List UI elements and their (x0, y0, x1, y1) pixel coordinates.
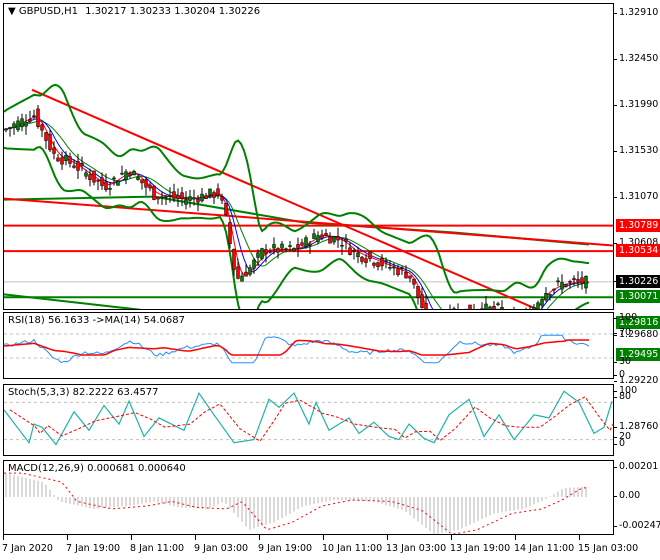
stoch-title: Stoch(5,3,3) 82.2222 63.4577 (8, 387, 159, 398)
rsi-scale-tick: 100 (614, 312, 637, 323)
price-scale[interactable]: 1.32910 1.32450 1.31990 1.31530 1.31070 1.306… (614, 3, 660, 432)
price-plot (4, 83, 613, 309)
price-tick: 1.31990 (614, 99, 658, 110)
price-tick: 1.29220 (614, 375, 658, 386)
rsi-scale-tick: 70 (614, 327, 631, 338)
macd-scale: 0.00201 0.00 -0.002471 (614, 460, 660, 535)
macd-plot (4, 472, 590, 534)
time-tick (259, 535, 260, 540)
rsi-scale: 100 70 30 0 (614, 312, 660, 380)
time-tick (579, 535, 580, 540)
price-tick: 1.32450 (614, 53, 658, 64)
time-label: 13 Jan 03:00 (386, 543, 447, 554)
price-tick: 1.29680 (614, 329, 658, 340)
time-tick (451, 535, 452, 540)
stoch-scale-tick: 20 (614, 431, 631, 442)
price-tag: 1.30226 (616, 274, 660, 288)
time-tick (67, 535, 68, 540)
time-tick (387, 535, 388, 540)
price-tag: 1.29816 (616, 315, 660, 329)
price-tag: 1.30071 (616, 290, 660, 304)
time-tick (3, 535, 4, 540)
macd-scale-tick: -0.002471 (614, 520, 660, 531)
price-tick: 1.31070 (614, 191, 658, 202)
time-label: 15 Jan 03:00 (578, 543, 639, 554)
price-tag: 1.30789 (616, 218, 660, 232)
ohlc-values: 1.30217 1.30233 1.30204 1.30226 (85, 6, 261, 17)
time-label: 13 Jan 19:00 (450, 543, 511, 554)
time-axis[interactable]: 7 Jan 2020 7 Jan 19:00 8 Jan 11:00 9 Jan 03… (0, 535, 660, 560)
price-tick: 1.28760 (614, 421, 658, 432)
macd-pane[interactable]: MACD(12,26,9) 0.000681 0.000640 (3, 460, 614, 535)
macd-title: MACD(12,26,9) 0.000681 0.000640 (8, 463, 186, 474)
time-label: 10 Jan 11:00 (322, 543, 383, 554)
time-label: 9 Jan 19:00 (258, 543, 313, 554)
symbol-label: GBPUSD,H1 (18, 6, 78, 17)
time-tick (195, 535, 196, 540)
rsi-pane[interactable]: RSI(18) 56.1633 ->MA(14) 54.0687 (3, 312, 614, 379)
stoch-pane[interactable]: Stoch(5,3,3) 82.2222 63.4577 (3, 384, 614, 456)
macd-scale-tick: 0.00 (614, 490, 640, 501)
main-chart-pane[interactable]: ▼ GBPUSD,H1 1.30217 1.30233 1.30204 1.30… (3, 3, 614, 310)
price-tick: 1.31530 (614, 145, 658, 156)
price-tick: 1.30608 (614, 237, 658, 248)
rsi-title: RSI(18) 56.1633 ->MA(14) 54.0687 (8, 315, 185, 326)
dropdown-triangle-icon[interactable]: ▼ (8, 6, 16, 17)
time-tick (515, 535, 516, 540)
price-tag: 1.30534 (616, 244, 660, 258)
chart-title: ▼ GBPUSD,H1 1.30217 1.30233 1.30204 1.30… (8, 6, 260, 17)
time-label: 14 Jan 11:00 (514, 543, 575, 554)
time-label: 9 Jan 03:00 (194, 543, 249, 554)
rsi-scale-tick: 30 (614, 356, 631, 367)
rsi-plot (4, 333, 613, 364)
time-label: 7 Jan 19:00 (66, 543, 121, 554)
time-tick (131, 535, 132, 540)
time-tick (323, 535, 324, 540)
time-label: 7 Jan 2020 (2, 543, 53, 554)
stoch-scale-tick: 100 (614, 385, 637, 396)
stoch-plot (4, 390, 613, 446)
stoch-scale-tick: 80 (614, 391, 631, 402)
stoch-scale-tick: 0 (614, 438, 625, 449)
stoch-scale: 100 80 20 0 (614, 384, 660, 456)
time-label: 8 Jan 11:00 (130, 543, 185, 554)
price-tick: 1.32910 (614, 7, 658, 18)
price-tag: 1.29495 (616, 347, 660, 361)
macd-scale-tick: 0.00201 (614, 461, 658, 472)
rsi-scale-tick: 0 (614, 369, 625, 380)
